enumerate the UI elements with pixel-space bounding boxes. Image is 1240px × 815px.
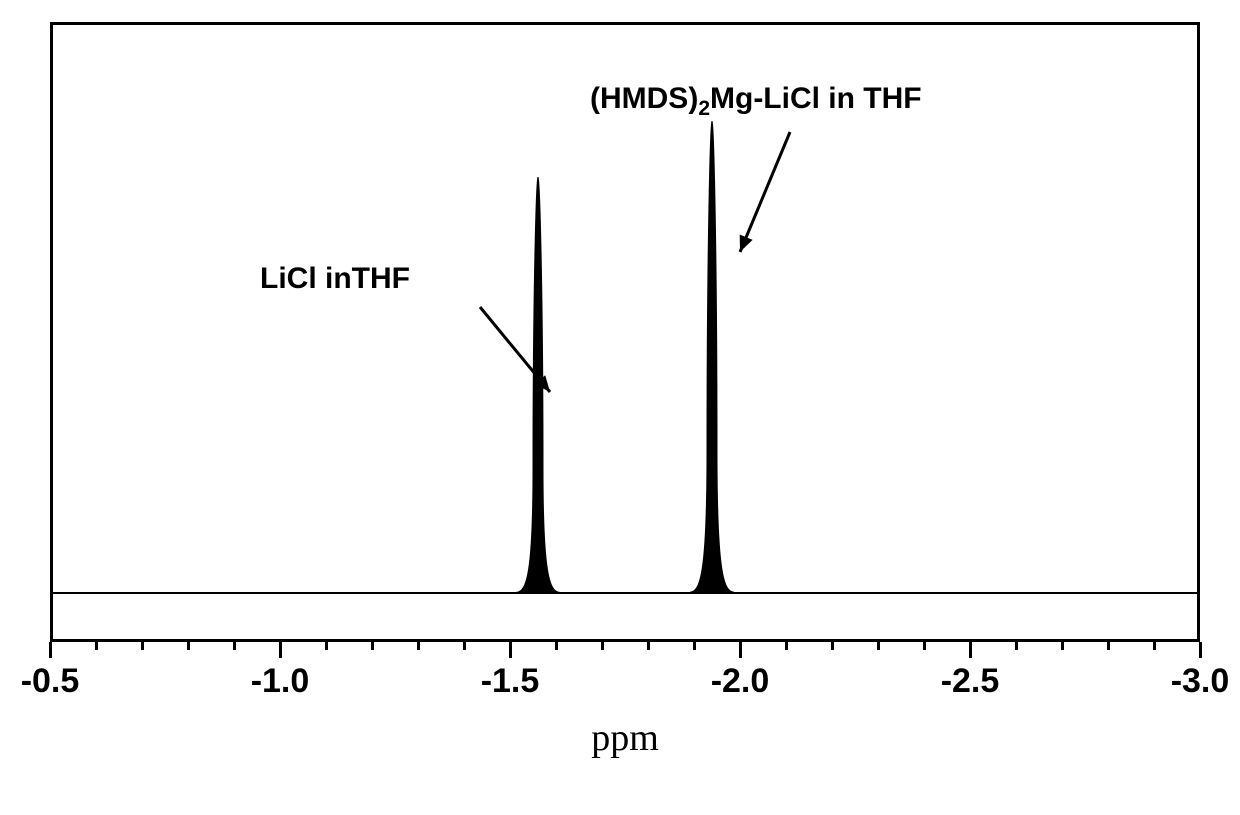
major-tick <box>1199 642 1202 658</box>
minor-tick <box>1153 642 1156 650</box>
minor-tick <box>1061 642 1064 650</box>
x-tick-label: -3.0 <box>1171 662 1230 701</box>
minor-tick <box>187 642 190 650</box>
minor-tick <box>601 642 604 650</box>
x-tick-label: -1.0 <box>251 662 310 701</box>
major-tick <box>279 642 282 658</box>
major-tick <box>49 642 52 658</box>
minor-tick <box>141 642 144 650</box>
minor-tick <box>417 642 420 650</box>
minor-tick <box>95 642 98 650</box>
minor-tick <box>693 642 696 650</box>
major-tick <box>509 642 512 658</box>
minor-tick <box>1107 642 1110 650</box>
nmr-chart: -0.5-1.0-1.5-2.0-2.5-3.0ppmLiCl inTHF(HM… <box>0 0 1240 815</box>
minor-tick <box>371 642 374 650</box>
minor-tick <box>463 642 466 650</box>
minor-tick <box>877 642 880 650</box>
x-tick-label: -1.5 <box>481 662 540 701</box>
x-tick-label: -2.0 <box>711 662 770 701</box>
minor-tick <box>555 642 558 650</box>
minor-tick <box>647 642 650 650</box>
x-axis-label: ppm <box>591 716 659 760</box>
peak-hmds-arrow <box>50 22 1200 642</box>
minor-tick <box>1015 642 1018 650</box>
minor-tick <box>831 642 834 650</box>
major-tick <box>739 642 742 658</box>
minor-tick <box>325 642 328 650</box>
minor-tick <box>233 642 236 650</box>
minor-tick <box>785 642 788 650</box>
x-tick-label: -2.5 <box>941 662 1000 701</box>
x-tick-label: -0.5 <box>21 662 80 701</box>
major-tick <box>969 642 972 658</box>
minor-tick <box>923 642 926 650</box>
